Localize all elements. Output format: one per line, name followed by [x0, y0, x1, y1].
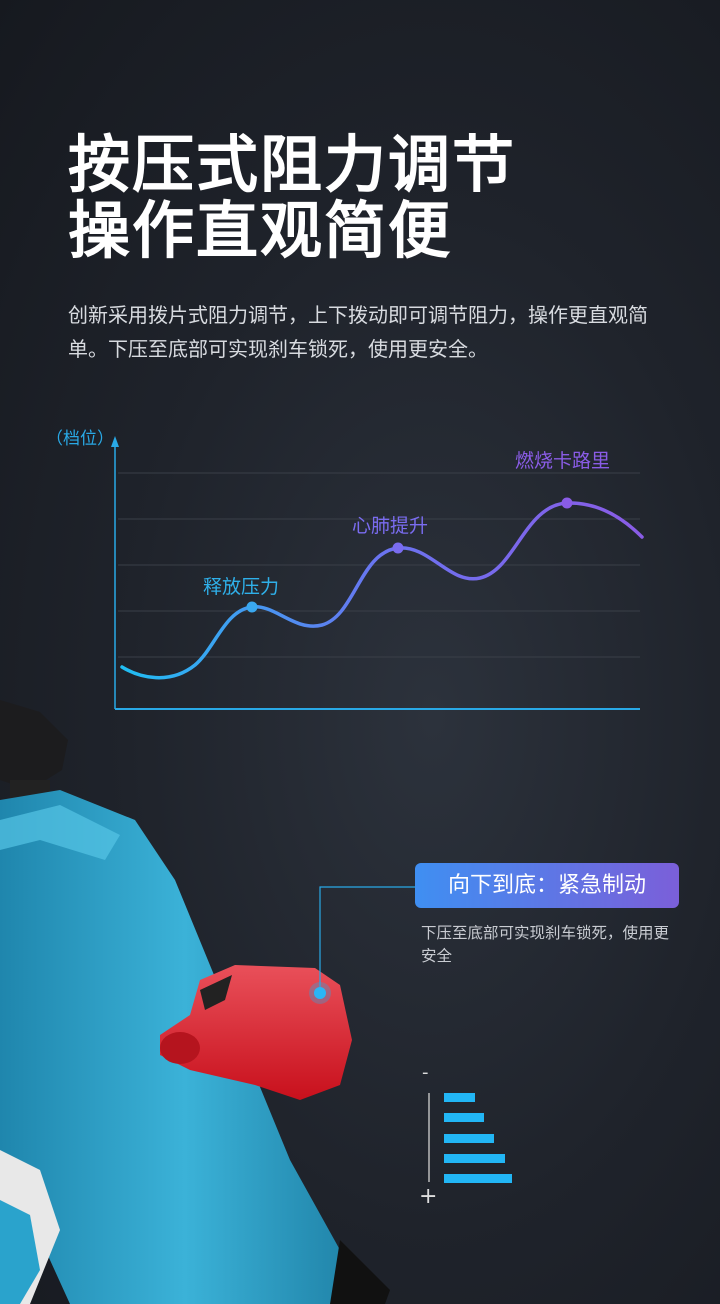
callout-leader-line	[319, 886, 415, 993]
chart-point-3	[561, 497, 573, 509]
chart-gridlines	[118, 472, 640, 658]
brake-lever-image	[160, 965, 352, 1100]
resistance-bar-5	[444, 1174, 512, 1183]
plus-label: +	[419, 1184, 438, 1209]
y-axis-label: （档位）	[46, 429, 114, 449]
point-label-2: 心肺提升	[352, 515, 429, 537]
y-axis-arrow	[111, 436, 119, 447]
callout-description: 下压至底部可实现刹车锁死，使用更安全	[421, 924, 670, 965]
resistance-bar-2	[444, 1113, 484, 1122]
resistance-bar-4	[444, 1154, 505, 1163]
chart-point-1	[246, 601, 258, 613]
page-title: 按压式阻力调节 操作直观简便	[68, 132, 516, 264]
title-line-1: 按压式阻力调节	[68, 128, 517, 201]
callout-anchor-dot	[314, 987, 326, 999]
resistance-bar-3	[444, 1134, 494, 1143]
point-label-3: 燃烧卡路里	[515, 450, 611, 472]
chart-curve	[120, 501, 644, 680]
description: 创新采用拨片式阻力调节，上下拨动即可调节阻力，操作更直观简单。下压至底部可实现刹…	[68, 303, 648, 361]
title-line-2: 操作直观简便	[68, 194, 453, 267]
resistance-bar-1	[444, 1093, 475, 1102]
point-label-1: 释放压力	[203, 576, 280, 598]
minus-label: -	[422, 1062, 429, 1083]
callout-title: 向下到底：紧急制动	[415, 863, 679, 908]
chart-point-2	[392, 542, 404, 554]
